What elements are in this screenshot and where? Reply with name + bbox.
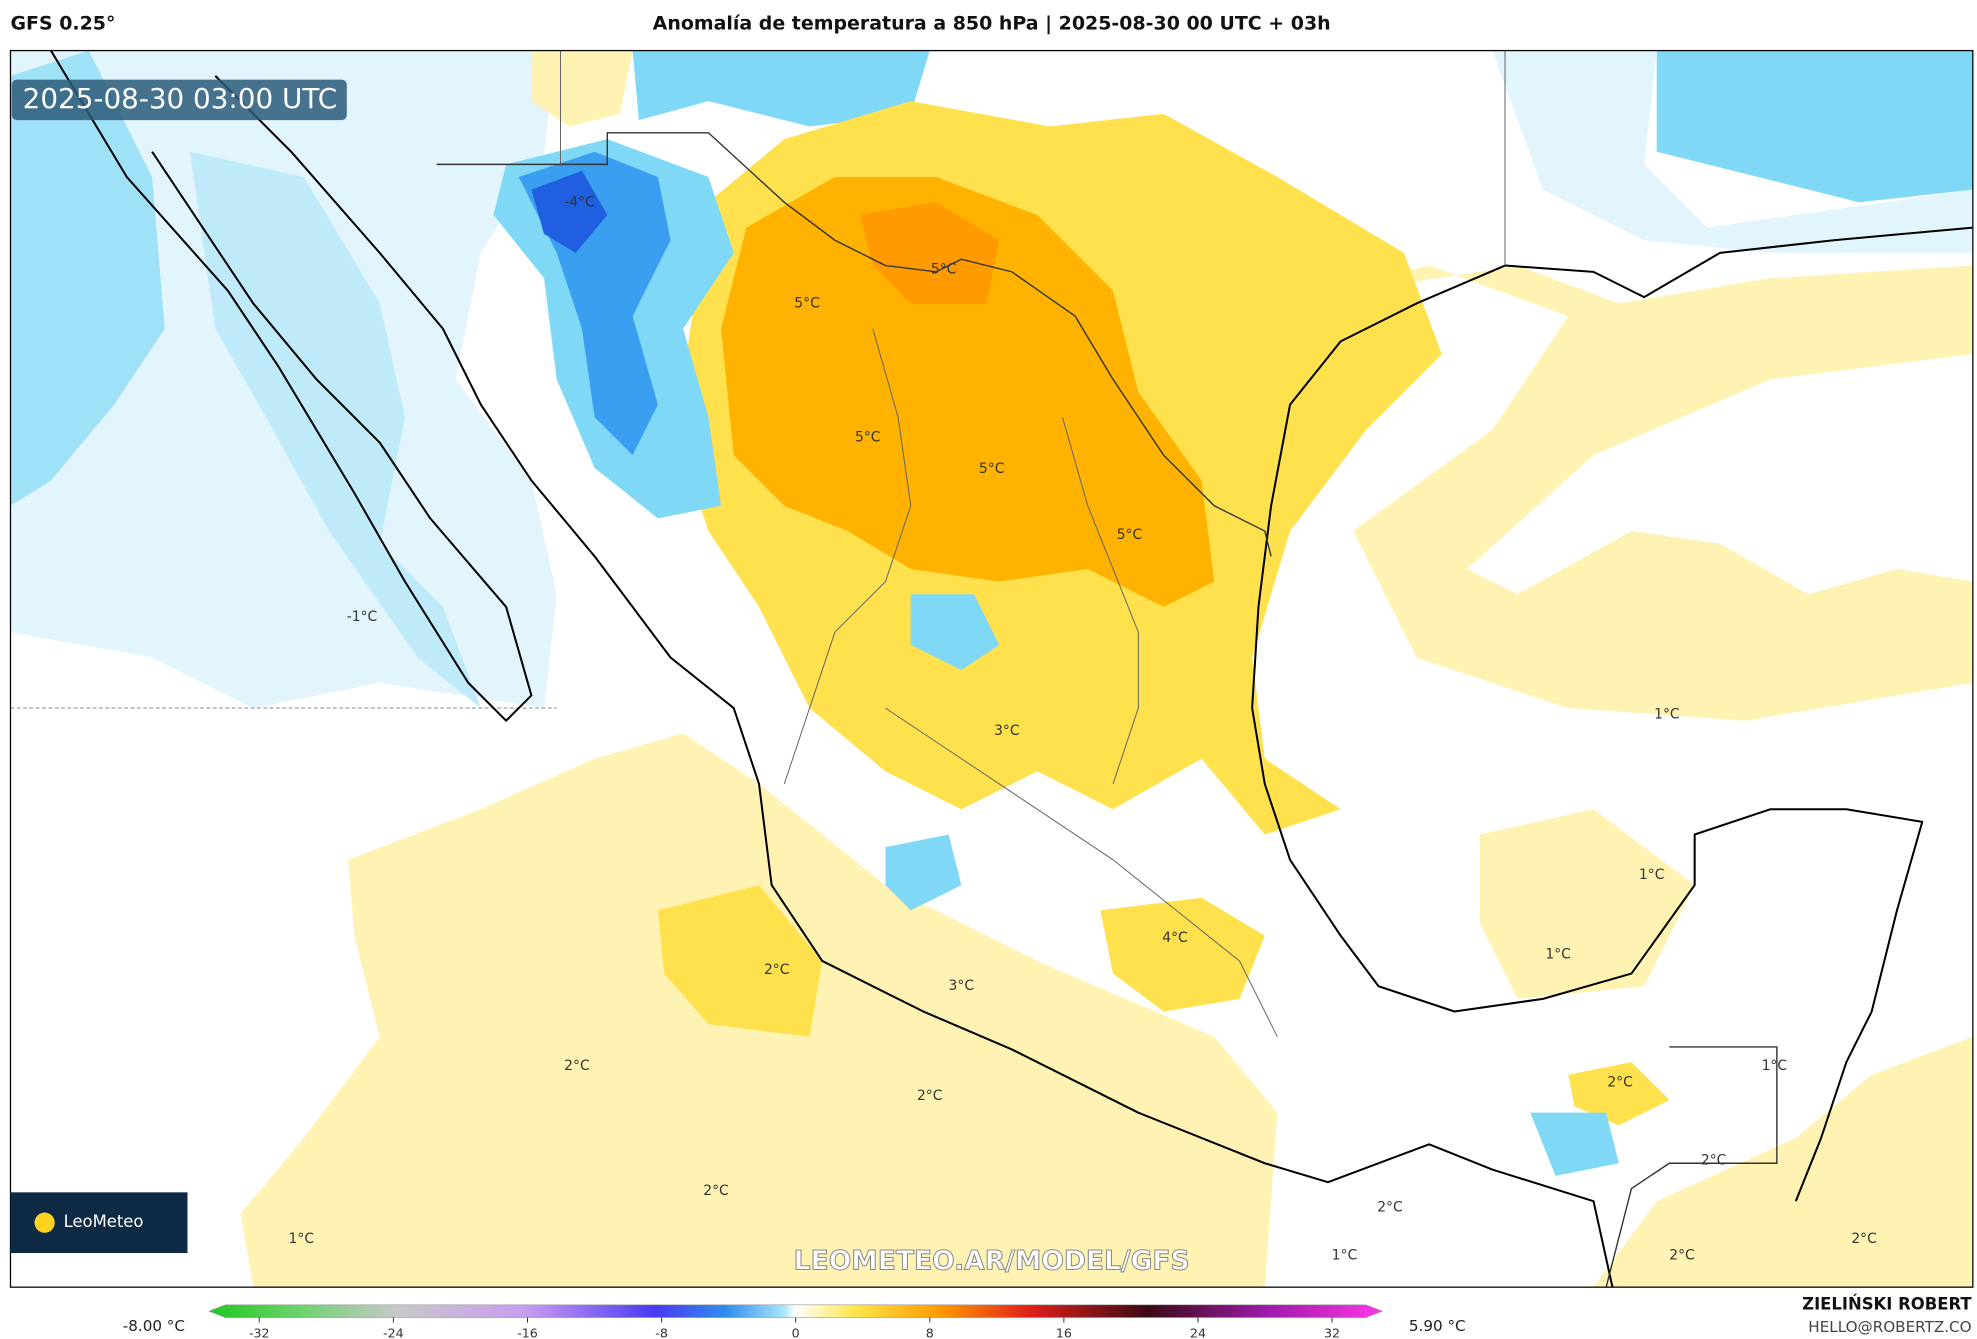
contour-label: -4°C	[564, 194, 594, 210]
contour-label: 5°C	[1117, 527, 1142, 543]
colorbar-tick-label: 0	[792, 1325, 800, 1339]
colorbar-tick-label: 8	[926, 1325, 934, 1339]
contour-label: 1°C	[289, 1231, 314, 1247]
contour-label: 1°C	[1654, 706, 1679, 722]
contour-label: 5°C	[855, 429, 880, 445]
valid-time: 2025-08-30 03:00 UTC	[23, 82, 337, 115]
colorbar-min: -8.00 °C	[123, 1317, 185, 1335]
map	[10, 50, 1973, 1288]
map-frame	[9, 49, 1974, 1288]
colorbar-tick-label: -8	[655, 1325, 668, 1339]
contour-label: 2°C	[1607, 1074, 1632, 1090]
time-box	[11, 79, 347, 121]
colorbar-max: 5.90 °C	[1409, 1317, 1466, 1335]
logo-text: LeoMeteo	[64, 1212, 144, 1231]
colorbar-tick-label: 32	[1324, 1325, 1340, 1339]
contour-label: 2°C	[764, 962, 789, 978]
contour-label: 5°C	[794, 295, 819, 311]
contour-label: 1°C	[1545, 947, 1570, 963]
colorbar-tick-label: 24	[1190, 1325, 1206, 1339]
contour-label: 2°C	[917, 1088, 942, 1104]
colorbar-tick-label: -32	[249, 1325, 270, 1339]
contour-label: 2°C	[1669, 1248, 1694, 1264]
logo-sun	[34, 1212, 55, 1233]
colorbar-tick-label: -24	[383, 1325, 404, 1339]
contour-label: 2°C	[564, 1058, 589, 1074]
colorbar-ramp	[208, 1304, 1384, 1318]
contour-label: 1°C	[1762, 1058, 1787, 1074]
contour-label: 5°C	[979, 461, 1004, 477]
contour-label: 2°C	[1377, 1200, 1402, 1216]
contour-label: 2°C	[703, 1183, 728, 1199]
contour-label: 1°C	[1639, 867, 1664, 883]
contour-label: -1°C	[347, 609, 378, 625]
contour-labels: -4°C 5°C 5°C 5°C 5°C 5°C -1°C 3°C 1°C 1°C 1°C 4°C 2°…	[289, 194, 1877, 1263]
contour-label: 3°C	[994, 723, 1019, 739]
contour-label: 1°C	[1332, 1248, 1357, 1264]
contour-label: 5°C	[931, 261, 956, 277]
colorbar: -32 -24 -16 -8 0 8 16 24 32	[208, 1304, 1384, 1339]
colorbar-tick-label: 16	[1056, 1325, 1072, 1339]
contour-label: 3°C	[949, 978, 974, 994]
contour-label: 2°C	[1851, 1231, 1876, 1247]
contour-label: 2°C	[1701, 1153, 1726, 1169]
author: ZIELIŃSKI ROBERT	[1802, 1294, 1972, 1313]
colorbar-tick-label: -16	[517, 1325, 538, 1339]
watermark: LEOMETEO.AR/MODEL/GFS	[794, 1245, 1190, 1276]
contour-label: 4°C	[1162, 930, 1187, 946]
author-email: HELLO@ROBERTZ.CO	[1808, 1318, 1971, 1336]
map-title: Anomalía de temperatura a 850 hPa | 2025…	[653, 13, 1331, 35]
model-label: GFS 0.25°	[10, 13, 115, 35]
